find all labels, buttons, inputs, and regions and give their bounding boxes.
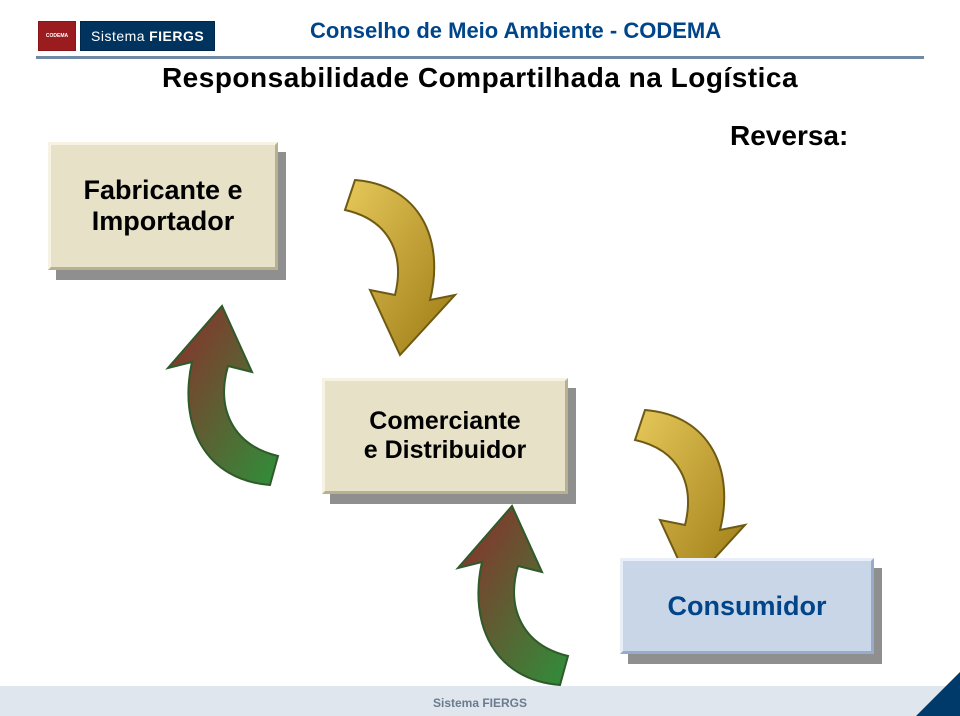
- slide-root: CODEMA Sistema FIERGS Conselho de Meio A…: [0, 0, 960, 716]
- logo-badge: CODEMA: [38, 21, 76, 51]
- box-fabricante-line1: Fabricante e: [83, 175, 242, 206]
- header-title: Conselho de Meio Ambiente - CODEMA: [310, 18, 721, 44]
- logo-main: Sistema FIERGS: [80, 21, 215, 51]
- logo-name-text: FIERGS: [149, 28, 204, 44]
- arrow-return-1: [160, 300, 330, 500]
- box-consumidor: Consumidor: [620, 558, 874, 654]
- footer-corner: [916, 672, 960, 716]
- box-fabricante-line2: Importador: [92, 206, 235, 237]
- box-comerciante-line1: Comerciante: [369, 407, 520, 436]
- header-rule: [36, 56, 924, 59]
- box-fabricante: Fabricante e Importador: [48, 142, 278, 270]
- box-comerciante: Comerciante e Distribuidor: [322, 378, 568, 494]
- header-logo: CODEMA Sistema FIERGS: [38, 18, 288, 54]
- arrow-return-2: [450, 500, 620, 700]
- footer-text: Sistema FIERGS: [0, 696, 960, 710]
- logo-sys-text: Sistema: [91, 28, 145, 44]
- title-reversa: Reversa:: [730, 120, 848, 152]
- slide-title: Responsabilidade Compartilhada na Logíst…: [0, 62, 960, 94]
- box-consumidor-line1: Consumidor: [668, 591, 827, 622]
- box-comerciante-line2: e Distribuidor: [364, 436, 527, 465]
